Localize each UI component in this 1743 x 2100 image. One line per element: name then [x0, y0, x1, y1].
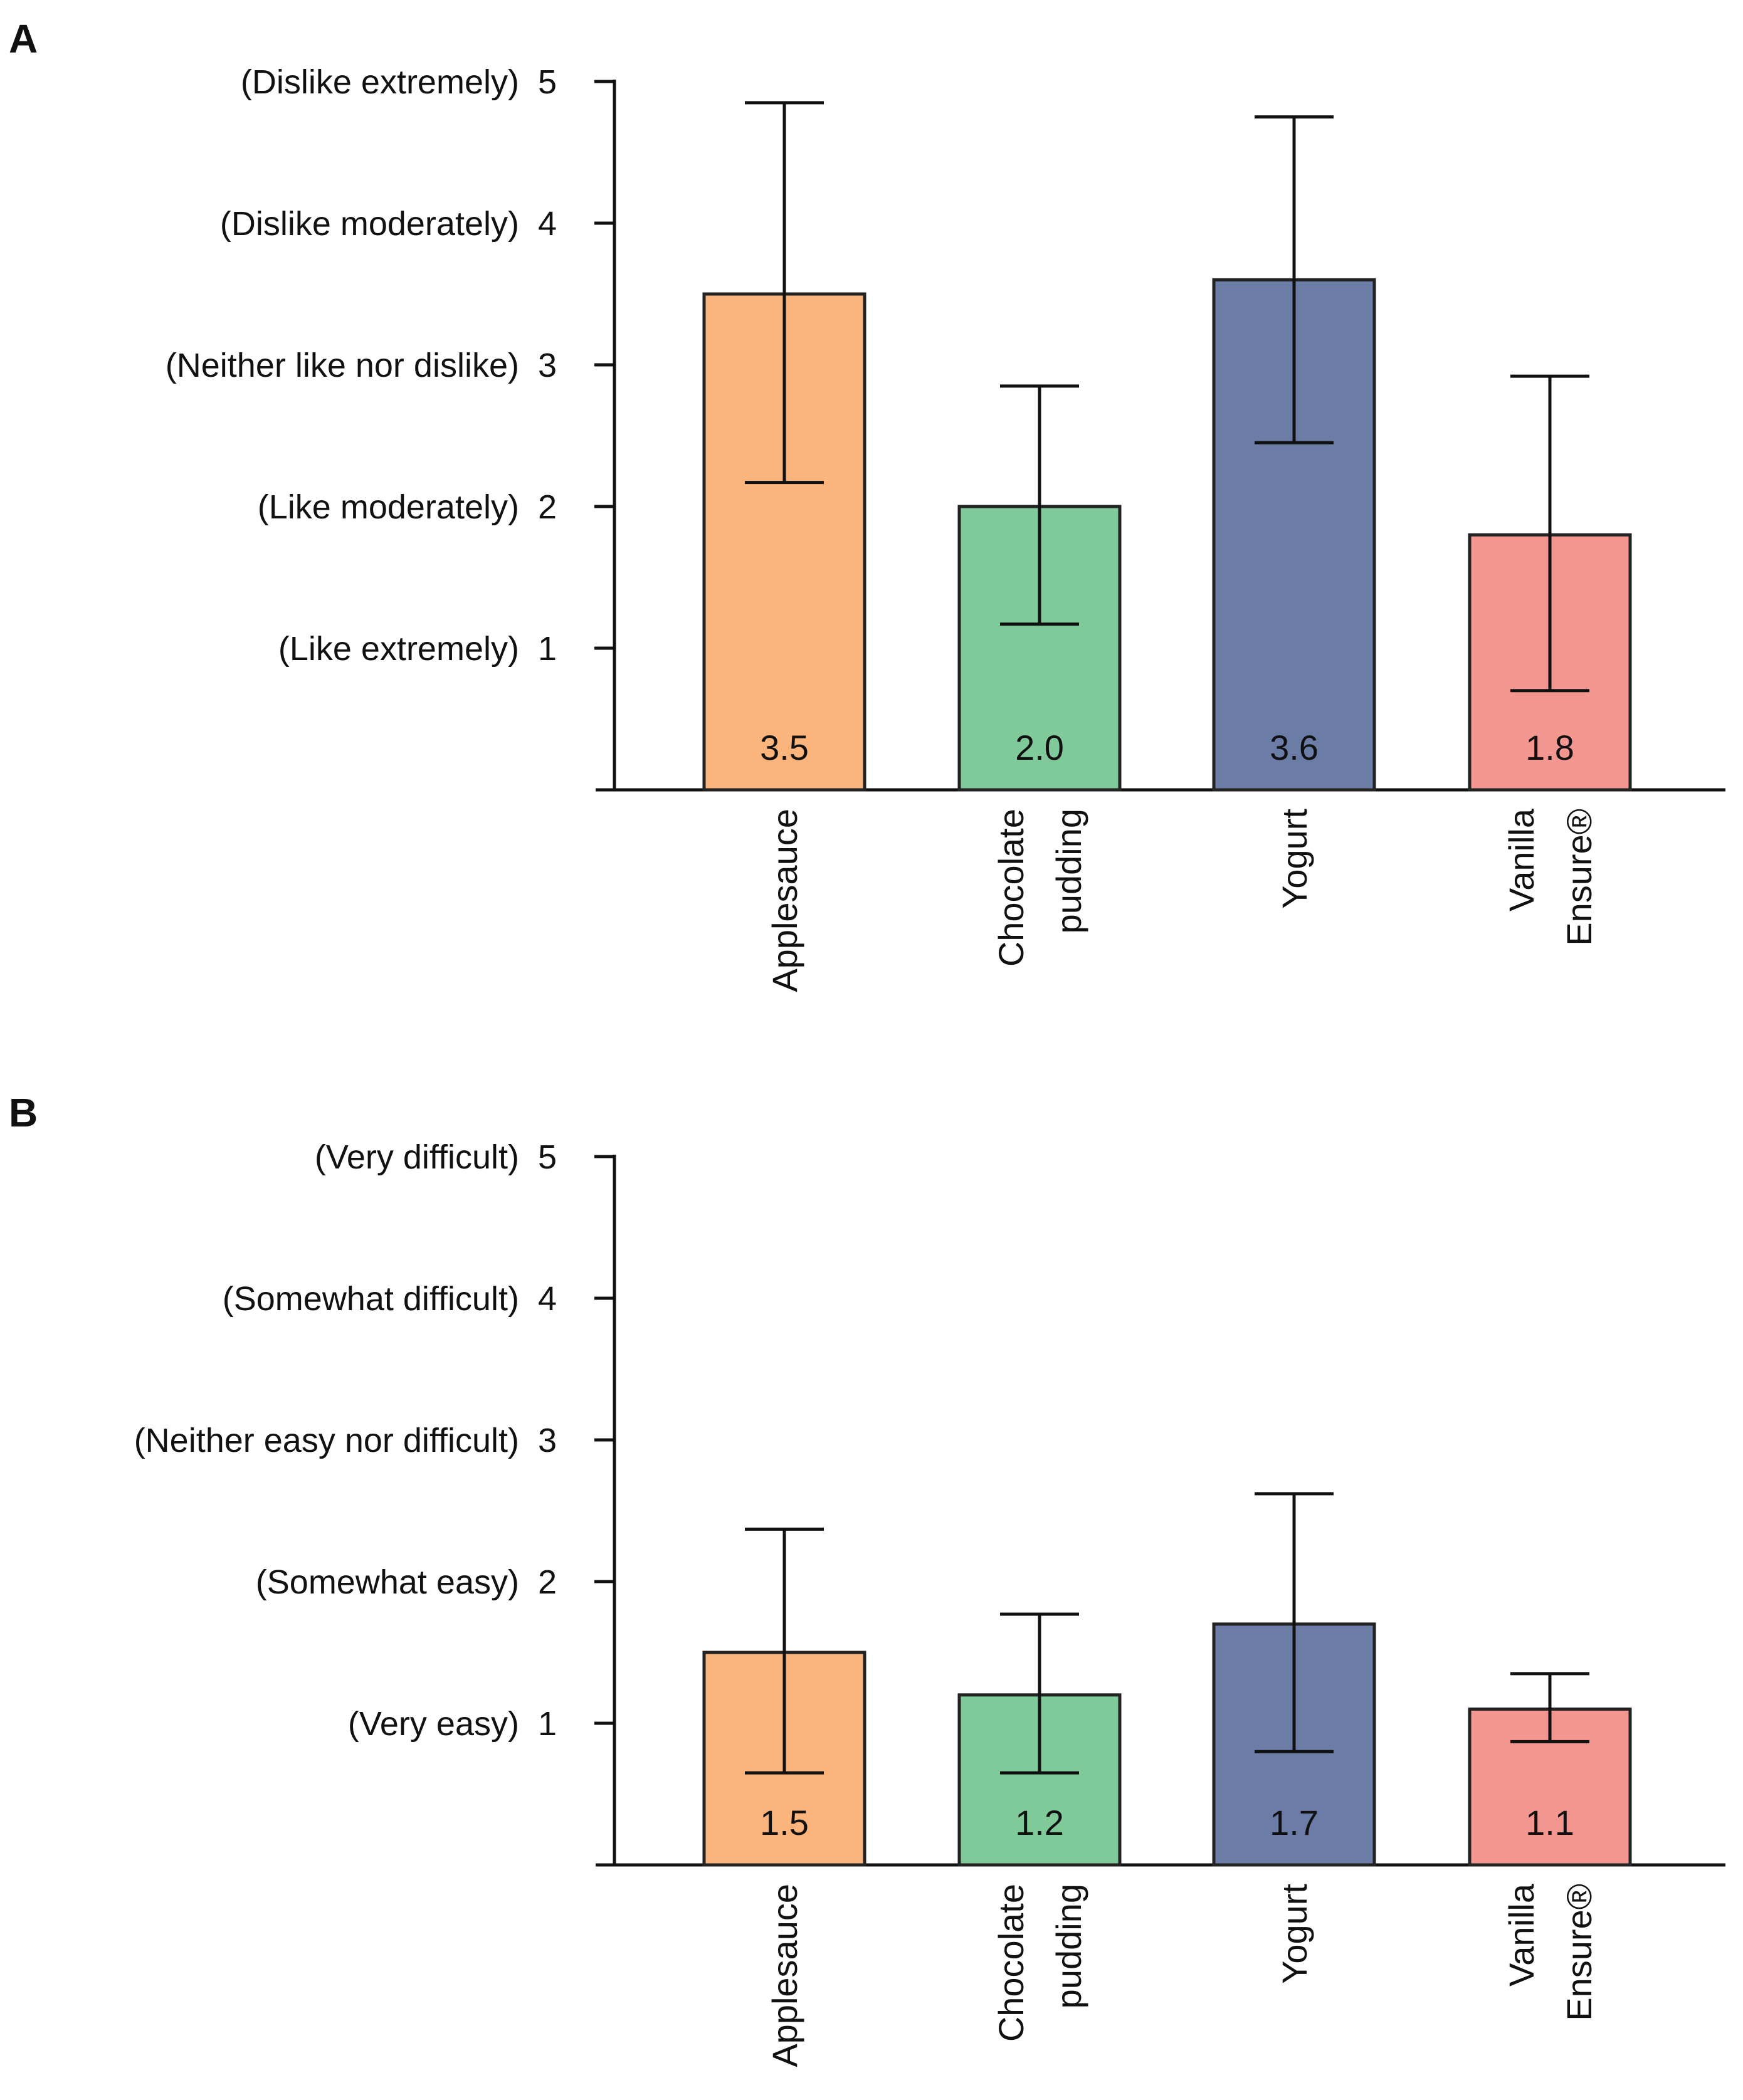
panel-b-category-label-3-1: Ensure®	[1559, 1884, 1599, 2021]
panel-b-category-label-2-0: Yogurt	[1275, 1884, 1314, 1984]
panel-a-value-label-2: 3.6	[1270, 728, 1319, 767]
panel-a-category-label-0-0: Applesauce	[765, 809, 804, 992]
panel-b-ytick-label-1: (Very easy) 1	[348, 1705, 557, 1743]
panel-a-ytick-label-1: (Like extremely) 1	[278, 630, 557, 668]
panel-a-value-label-1: 2.0	[1015, 728, 1064, 767]
panel-b-category-label-3-0: Vanilla	[1502, 1883, 1541, 1987]
panel-b-value-label-0: 1.5	[760, 1803, 809, 1842]
panel-a-ytick-label-2: (Like moderately) 2	[258, 488, 557, 526]
panel-b-category-label-0-0: Applesauce	[765, 1884, 804, 2067]
panel-b-value-label-2: 1.7	[1270, 1803, 1319, 1842]
panel-a-category-label-1-0: Chocolate	[991, 809, 1031, 967]
panel-a-value-label-3: 1.8	[1525, 728, 1574, 767]
panel-a-plot: (Like extremely) 1 (Like moderately) 2 (Ne…	[166, 63, 1725, 992]
panel-b: B (Very easy) 1 (Somewhat easy) 2 (Neither…	[9, 1090, 1725, 2067]
panel-a-category-label-3-0: Vanilla	[1502, 808, 1541, 911]
panel-b-value-label-3: 1.1	[1525, 1803, 1574, 1842]
panel-a-category-label-2-0: Yogurt	[1275, 809, 1314, 909]
panel-a: A (Like extremely) 1(Like moderately) 2(…	[9, 16, 1725, 992]
panel-b-ytick-label-5: (Very difficult) 5	[315, 1138, 557, 1176]
panel-b-category-label-1-0: Chocolate	[991, 1884, 1031, 2042]
panel-a-value-label-0: 3.5	[760, 728, 809, 767]
panel-b-category-label-1-1: pudding	[1049, 1884, 1088, 2008]
panel-b-ytick-label-4: (Somewhat difficult) 4	[223, 1280, 557, 1318]
panel-a-category-label-1-1: pudding	[1049, 809, 1088, 933]
panel-b-letter: B	[9, 1090, 38, 1135]
panel-a-ytick-label-4: (Dislike moderately) 4	[220, 205, 557, 243]
panel-a-ytick-label-3: (Neither like nor dislike) 3	[166, 347, 557, 384]
panel-b-ytick-label-3: (Neither easy nor difficult) 3	[134, 1422, 557, 1459]
panel-a-category-label-3-1: Ensure®	[1559, 809, 1599, 946]
panel-a-ytick-label-5: (Dislike extremely) 5	[241, 63, 557, 101]
panel-a-letter: A	[9, 16, 38, 61]
panel-b-plot: (Very easy) 1 (Somewhat easy) 2 (Neither e…	[134, 1138, 1725, 2067]
panel-b-ytick-label-2: (Somewhat easy) 2	[256, 1563, 557, 1601]
panel-b-value-label-1: 1.2	[1015, 1803, 1064, 1842]
